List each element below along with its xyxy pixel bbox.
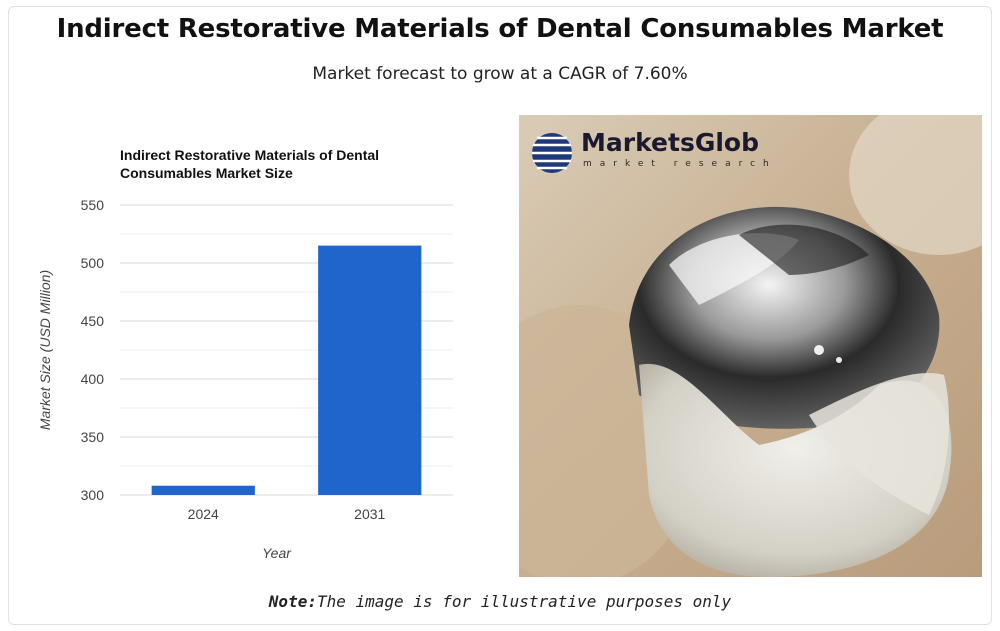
y-tick-label: 400 [81,371,105,387]
bar-chart-svg: Indirect Restorative Materials of Dental… [37,147,453,561]
y-axis-label: Market Size (USD Million) [37,270,53,430]
note-label: Note: [268,592,317,611]
page-subtitle: Market forecast to grow at a CAGR of 7.6… [312,64,688,84]
note-text: The image is for illustrative purposes o… [316,592,732,611]
footnote: Note:The image is for illustrative purpo… [0,592,1000,611]
x-tick-label: 2031 [354,506,385,522]
x-tick-label: 2024 [188,506,219,522]
markets-glob-logo [532,133,572,173]
bar-2024 [151,485,255,495]
dental-crown-image [519,115,982,577]
y-tick-labels: 300 350 400 450 500 550 [81,197,105,503]
logo-name: MarketsGlob [581,128,759,157]
y-tick-label: 300 [81,487,105,503]
illustrative-photo: MarketsGlob market research [519,115,982,577]
y-tick-label: 550 [81,197,105,213]
page-title: Indirect Restorative Materials of Dental… [56,14,944,44]
globe-icon [532,133,572,173]
x-axis-label: Year [262,545,292,561]
bars [151,245,422,495]
logo-tagline: market research [583,159,777,169]
chart-title-line: Consumables Market Size [120,165,293,181]
bar-chart: Indirect Restorative Materials of Dental… [28,130,478,570]
bar-2031 [318,245,422,495]
y-tick-label: 500 [81,255,105,271]
y-tick-label: 450 [81,313,105,329]
chart-title-line: Indirect Restorative Materials of Dental [120,147,379,163]
chart-title: Indirect Restorative Materials of Dental… [120,147,379,181]
y-tick-label: 350 [81,429,105,445]
x-tick-labels: 2024 2031 [188,506,386,522]
